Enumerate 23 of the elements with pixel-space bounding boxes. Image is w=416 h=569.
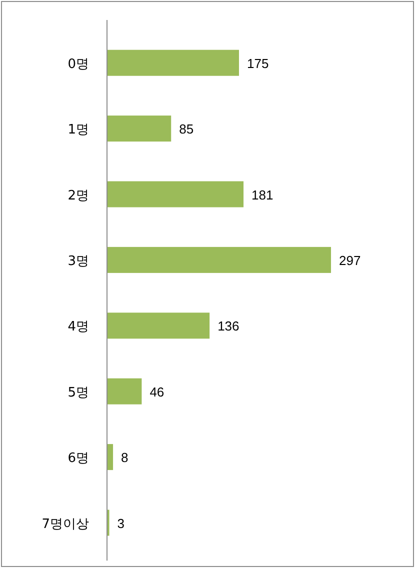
data-label: 136 (218, 318, 240, 334)
data-label: 175 (246, 56, 269, 71)
bar (107, 444, 114, 470)
y-tick-label: 6명 (68, 451, 89, 466)
bar (107, 312, 210, 339)
y-tick-label: 1명 (68, 122, 89, 138)
bar (107, 116, 172, 142)
y-tick-label: 3명 (68, 254, 89, 269)
bar (107, 50, 239, 76)
bar (107, 181, 244, 208)
y-tick-label: 7명이상 (42, 516, 89, 532)
data-label: 8 (121, 450, 128, 466)
data-label: 297 (339, 252, 361, 268)
y-tick-label: 5명 (68, 385, 89, 400)
data-label: 85 (179, 122, 194, 137)
data-label: 46 (150, 384, 164, 400)
y-tick-label: 0명 (68, 56, 89, 72)
y-tick-label: 2명 (68, 188, 89, 204)
bar (107, 378, 142, 404)
y-tick-label: 4명 (68, 320, 89, 335)
bar (107, 246, 331, 273)
data-label: 181 (252, 187, 274, 202)
data-label: 3 (117, 516, 124, 531)
